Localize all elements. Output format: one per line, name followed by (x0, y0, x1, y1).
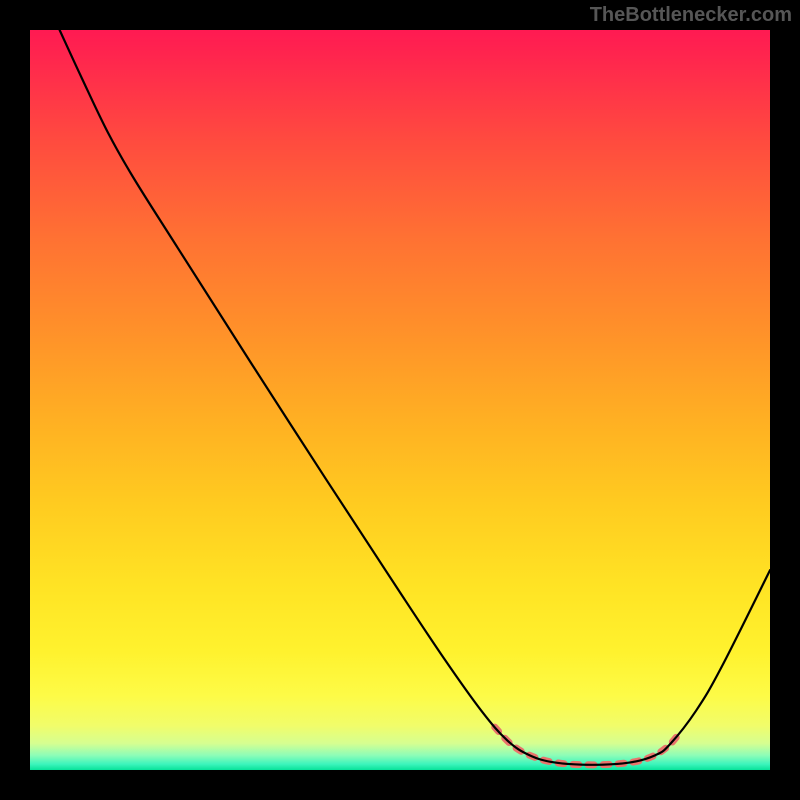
chart-root: TheBottlenecker.com (0, 0, 800, 800)
bottleneck-chart (0, 0, 800, 800)
plot-background (30, 30, 770, 770)
attribution-text: TheBottlenecker.com (590, 4, 792, 27)
